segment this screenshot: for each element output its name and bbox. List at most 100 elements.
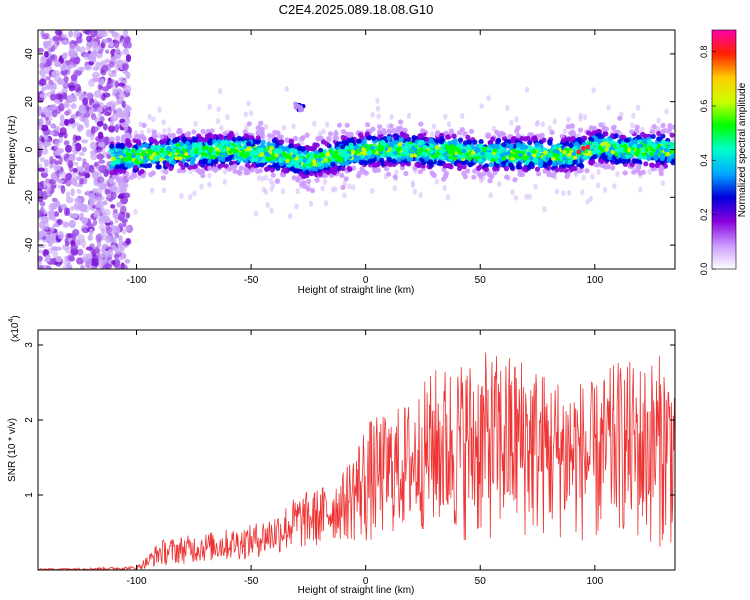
band-dot [164,162,171,168]
noise-dot [44,116,49,121]
noise-dot [112,208,118,214]
core-dot [230,148,235,153]
faint-dot [147,113,152,120]
core-dot [198,148,203,153]
noise-dot [70,113,78,120]
band-dot [428,162,434,168]
band-dot [494,129,500,135]
band-dot [135,133,141,139]
noise-dot [91,41,99,49]
noise-dot [49,103,57,111]
band-dot [125,138,131,144]
core-dot [248,152,253,157]
snr-y-tick-label: 3 [24,342,35,348]
band-dot [340,184,346,190]
band-dot [586,130,592,136]
noise-dot [45,187,51,197]
core-dot [203,145,209,151]
noise-dot [118,187,125,194]
spectrogram-x-tick-label: 0 [363,275,369,286]
noise-dot [117,241,123,249]
noise-dot [70,205,75,211]
band-dot [667,126,673,132]
band-dot [463,159,469,165]
band-dot [178,161,184,167]
core-dot [513,153,518,159]
core-dot [551,156,556,161]
noise-dot [86,45,92,51]
core-dot [203,152,208,157]
band-dot [481,170,487,176]
core-dot [356,149,361,154]
noise-dot [41,147,49,155]
band-dot [245,162,251,168]
band-dot [402,127,408,133]
snr-y-ticks: 123 [24,342,675,498]
core-dot [652,144,657,149]
band-dot [170,132,176,138]
faint-dot [585,198,590,205]
noise-dot [123,85,132,94]
noise-dot [122,48,130,56]
band-dot [146,162,153,169]
band-dot [570,135,576,142]
band-dot [403,170,409,177]
noise-dot [68,30,74,38]
band-dot [207,140,213,146]
band-dot [269,167,275,173]
band-dot [386,171,392,177]
core-dot [499,153,504,158]
core-dot [630,149,635,155]
band-dot [191,129,197,135]
faint-dot [243,111,248,118]
band-dot [614,159,620,165]
faint-dot [443,113,448,120]
band-dot [465,168,471,174]
faint-dot [664,108,669,115]
noise-dot [108,136,115,143]
colorbar-tick-label: 0.4 [699,154,709,167]
core-dot [604,147,609,152]
spectrogram-y-tick-label: -20 [24,190,35,205]
core-dot [562,149,567,155]
core-dot [405,152,410,157]
band-dot [236,169,242,175]
band-dot [656,130,662,137]
band-dot [534,166,541,172]
noise-dot [110,204,116,209]
band-dot [418,133,424,140]
core-dot [323,157,328,163]
noise-dot [68,118,76,124]
core-dot [127,155,133,160]
core-dot [305,159,311,165]
noise-dot [39,93,44,99]
core-dot [265,152,271,158]
core-dot [464,152,470,157]
noise-dot [110,104,116,112]
band-dot [279,172,285,178]
noise-dot [88,196,96,206]
faint-dot [295,188,300,195]
noise-dot [51,197,58,203]
noise-dot [65,174,70,181]
noise-dot [84,111,91,118]
band-dot [625,158,631,164]
band-dot [192,163,198,169]
noise-dot [40,124,49,132]
core-dot [338,158,344,163]
noise-dot [94,245,100,254]
band-dot [185,140,191,146]
noise-dot [96,200,102,206]
core-dot [397,142,403,147]
noise-dot [106,101,113,107]
noise-dot [93,90,102,98]
band-dot [159,134,165,140]
band-dot [523,160,530,166]
band-dot [108,164,114,170]
core-dot [444,144,450,149]
faint-dot [260,175,265,182]
core-dot [528,156,534,161]
core-dot [285,158,290,164]
core-dot [490,157,495,163]
faint-dot [647,168,652,175]
